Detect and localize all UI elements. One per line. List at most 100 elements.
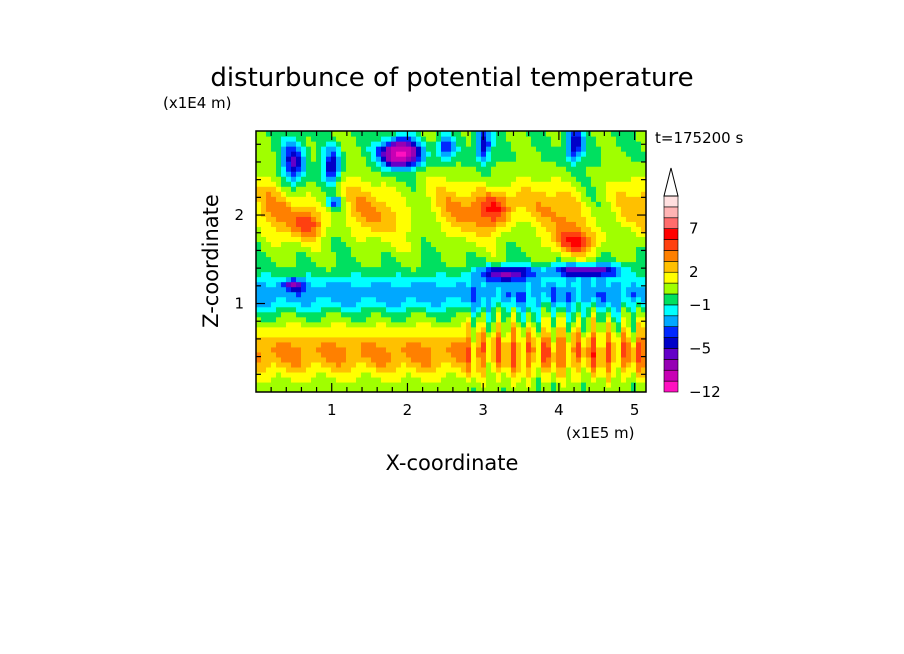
heatmap-cell bbox=[566, 286, 572, 293]
heatmap-cell bbox=[311, 366, 317, 373]
heatmap-cell bbox=[426, 186, 432, 192]
heatmap-cell bbox=[566, 381, 572, 388]
heatmap-cell bbox=[566, 156, 572, 162]
heatmap-cell bbox=[316, 286, 322, 293]
heatmap-cell bbox=[636, 361, 642, 368]
heatmap-cell bbox=[541, 371, 547, 378]
heatmap-cell bbox=[606, 386, 612, 392]
heatmap-cell bbox=[631, 336, 637, 343]
heatmap-cell bbox=[376, 301, 382, 308]
heatmap-cell bbox=[381, 171, 387, 177]
heatmap-cell bbox=[516, 166, 522, 172]
heatmap-cell bbox=[336, 386, 342, 392]
heatmap-cell bbox=[586, 351, 592, 358]
heatmap-cell bbox=[291, 266, 297, 273]
heatmap-cell bbox=[596, 351, 602, 358]
heatmap-cell bbox=[431, 246, 437, 253]
heatmap-cell bbox=[371, 286, 377, 293]
heatmap-cell bbox=[536, 361, 542, 368]
heatmap-cell bbox=[556, 241, 562, 248]
heatmap-cell bbox=[321, 351, 327, 358]
heatmap-cell bbox=[566, 176, 572, 182]
heatmap-cell bbox=[536, 131, 542, 137]
heatmap-cell bbox=[261, 316, 267, 323]
heatmap-cell bbox=[401, 151, 407, 157]
heatmap-cell bbox=[386, 131, 392, 137]
heatmap-cell bbox=[346, 161, 352, 167]
heatmap-cell bbox=[581, 361, 587, 368]
heatmap-cell bbox=[551, 321, 557, 328]
heatmap-cell bbox=[611, 301, 617, 308]
x-tick-label: 1 bbox=[327, 401, 337, 419]
heatmap-cell bbox=[636, 301, 642, 308]
heatmap-cell bbox=[586, 301, 592, 308]
heatmap-cell bbox=[261, 281, 267, 288]
heatmap-cell bbox=[576, 241, 582, 248]
heatmap-cell bbox=[321, 371, 327, 378]
heatmap-cell bbox=[341, 341, 347, 348]
heatmap-cell bbox=[261, 226, 267, 232]
heatmap-cell bbox=[276, 291, 282, 298]
heatmap-cell bbox=[401, 196, 407, 202]
heatmap-cell bbox=[586, 141, 592, 147]
heatmap-cell bbox=[351, 256, 357, 263]
heatmap-cell bbox=[626, 221, 632, 227]
heatmap-cell bbox=[396, 351, 402, 358]
heatmap-cell bbox=[501, 321, 507, 328]
heatmap-cell bbox=[441, 166, 447, 172]
heatmap-cell bbox=[606, 141, 612, 147]
heatmap-cell bbox=[511, 136, 517, 142]
heatmap-cell bbox=[336, 141, 342, 147]
heatmap-cell bbox=[351, 306, 357, 313]
heatmap-cell bbox=[281, 331, 287, 338]
heatmap-cell bbox=[426, 331, 432, 338]
heatmap-cell bbox=[611, 181, 617, 187]
heatmap-cell bbox=[346, 361, 352, 368]
heatmap-cell bbox=[601, 181, 607, 187]
heatmap-cell bbox=[561, 196, 567, 202]
heatmap-cell bbox=[551, 186, 557, 192]
heatmap-cell bbox=[531, 381, 537, 388]
heatmap-cell bbox=[396, 211, 402, 217]
heatmap-cell bbox=[631, 136, 637, 142]
heatmap-cell bbox=[546, 161, 552, 167]
heatmap-cell bbox=[301, 266, 307, 273]
heatmap-cell bbox=[471, 371, 477, 378]
heatmap-cell bbox=[331, 371, 337, 378]
heatmap-cell bbox=[306, 146, 312, 152]
heatmap-cell bbox=[551, 356, 557, 363]
heatmap-cell bbox=[376, 351, 382, 358]
heatmap-cell bbox=[511, 151, 517, 157]
heatmap-cell bbox=[576, 276, 582, 283]
heatmap-cell bbox=[291, 281, 297, 288]
heatmap-cell bbox=[596, 321, 602, 328]
heatmap-cell bbox=[311, 296, 317, 303]
heatmap-cell bbox=[636, 291, 642, 298]
heatmap-cell bbox=[626, 146, 632, 152]
heatmap-cell bbox=[426, 316, 432, 323]
heatmap-cell bbox=[301, 196, 307, 202]
heatmap-cell bbox=[596, 246, 602, 253]
heatmap-cell bbox=[626, 136, 632, 142]
heatmap-cell bbox=[626, 251, 632, 258]
heatmap-cell bbox=[291, 356, 297, 363]
heatmap-cell bbox=[431, 186, 437, 192]
heatmap-cell bbox=[301, 211, 307, 217]
heatmap-cell bbox=[371, 201, 377, 207]
heatmap-cell bbox=[401, 361, 407, 368]
heatmap-cell bbox=[451, 246, 457, 253]
axes: 1 2 3 4 512 bbox=[234, 131, 646, 419]
heatmap-cell bbox=[256, 201, 262, 207]
heatmap-cell bbox=[581, 356, 587, 363]
heatmap-cell bbox=[446, 311, 452, 318]
heatmap-cell bbox=[281, 266, 287, 273]
heatmap-cell bbox=[616, 266, 622, 273]
heatmap-cell bbox=[496, 156, 502, 162]
heatmap-cell bbox=[611, 161, 617, 167]
heatmap-cell bbox=[506, 221, 512, 227]
heatmap-cell bbox=[476, 376, 482, 383]
heatmap-cell bbox=[256, 256, 262, 263]
heatmap-cell bbox=[406, 246, 412, 253]
heatmap-cell bbox=[371, 331, 377, 338]
heatmap-cell bbox=[291, 221, 297, 227]
